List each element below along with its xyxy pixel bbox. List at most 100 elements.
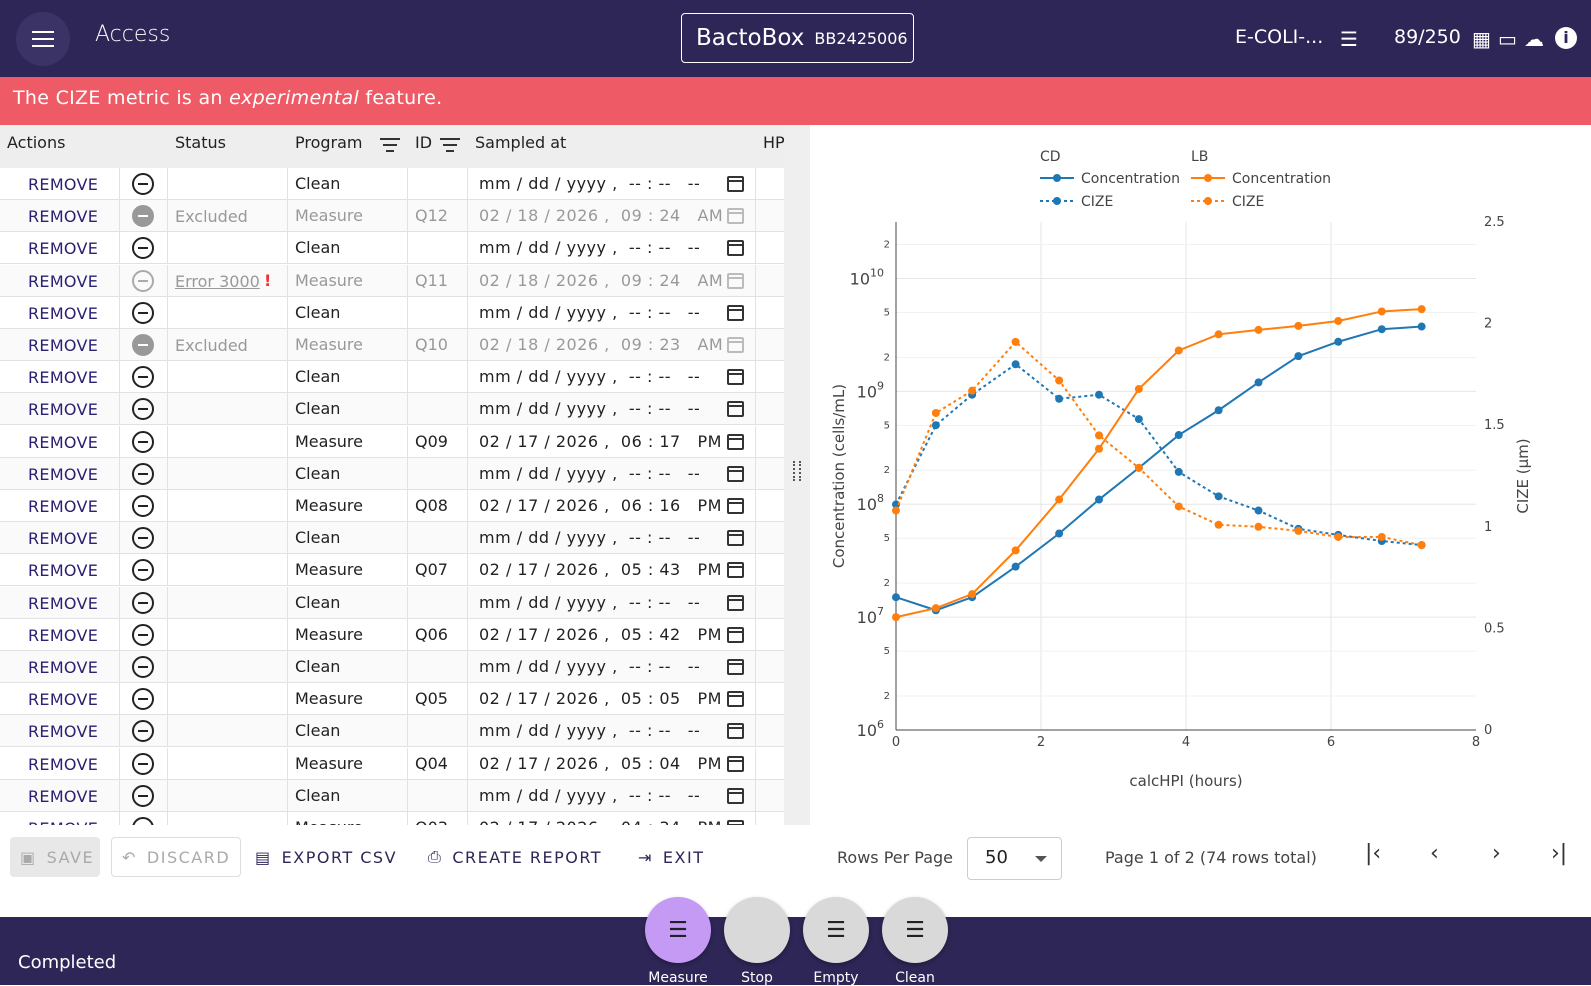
program-filter-icon[interactable] bbox=[380, 138, 400, 152]
exit-button[interactable]: ⇥ EXIT bbox=[628, 837, 714, 877]
sampled-at-input[interactable]: mm / dd / yyyy , -- : -- -- bbox=[479, 528, 701, 548]
calendar-icon[interactable] bbox=[727, 433, 744, 450]
exclude-toggle-icon[interactable] bbox=[132, 205, 154, 228]
remove-button[interactable]: REMOVE bbox=[28, 690, 99, 710]
sampled-at-input[interactable]: 02 / 17 / 2026 , 05 : 05 PM bbox=[479, 689, 722, 709]
exclude-toggle-icon[interactable] bbox=[132, 752, 154, 775]
remove-button[interactable]: REMOVE bbox=[28, 271, 99, 291]
remove-button[interactable]: REMOVE bbox=[28, 722, 99, 742]
status-text[interactable]: Error 3000 bbox=[175, 271, 260, 291]
exclude-toggle-icon[interactable] bbox=[132, 656, 154, 678]
discard-button[interactable]: ↶ DISCARD bbox=[111, 837, 241, 877]
stop-button[interactable] bbox=[724, 897, 790, 963]
calendar-icon[interactable] bbox=[727, 337, 744, 353]
sampled-at-input[interactable]: mm / dd / yyyy , -- : -- -- bbox=[479, 174, 701, 193]
calendar-icon[interactable] bbox=[727, 562, 744, 579]
next-page-icon[interactable]: › bbox=[1492, 841, 1501, 866]
sampled-at-input[interactable]: mm / dd / yyyy , -- : -- -- bbox=[479, 592, 701, 612]
exclude-toggle-icon[interactable] bbox=[132, 623, 154, 646]
calendar-icon[interactable] bbox=[727, 465, 744, 482]
remove-button[interactable]: REMOVE bbox=[28, 658, 99, 677]
remove-button[interactable]: REMOVE bbox=[28, 593, 99, 613]
prev-page-icon[interactable]: ‹ bbox=[1430, 841, 1439, 866]
exclude-toggle-icon[interactable] bbox=[132, 688, 154, 711]
hamburger-menu-icon[interactable] bbox=[16, 12, 70, 66]
exclude-toggle-icon[interactable] bbox=[132, 495, 154, 517]
sampled-at-input[interactable]: mm / dd / yyyy , -- : -- -- bbox=[479, 367, 701, 387]
id-filter-icon[interactable] bbox=[440, 138, 460, 152]
first-page-icon[interactable]: |‹ bbox=[1365, 841, 1382, 866]
sampled-at-input[interactable]: mm / dd / yyyy , -- : -- -- bbox=[479, 785, 701, 805]
info-icon[interactable]: i bbox=[1555, 27, 1577, 49]
exclude-toggle-icon[interactable] bbox=[132, 301, 154, 324]
remove-button[interactable]: REMOVE bbox=[28, 207, 99, 227]
remove-button[interactable]: REMOVE bbox=[28, 529, 99, 549]
calendar-icon[interactable] bbox=[727, 594, 744, 611]
remove-button[interactable]: REMOVE bbox=[28, 303, 99, 323]
exclude-toggle-icon[interactable] bbox=[132, 720, 154, 743]
remove-button[interactable]: REMOVE bbox=[28, 400, 99, 420]
exclude-toggle-icon[interactable] bbox=[132, 237, 154, 260]
exclude-toggle-icon[interactable] bbox=[132, 398, 154, 421]
exclude-toggle-icon[interactable] bbox=[132, 527, 154, 550]
exclude-toggle-icon[interactable] bbox=[132, 173, 154, 195]
calendar-icon[interactable] bbox=[727, 787, 744, 804]
remove-button[interactable]: REMOVE bbox=[28, 368, 99, 388]
strain-label[interactable]: E-COLI-... bbox=[1235, 26, 1324, 48]
remove-button[interactable]: REMOVE bbox=[28, 625, 99, 645]
exclude-toggle-icon[interactable] bbox=[132, 430, 154, 453]
calendar-icon[interactable] bbox=[727, 208, 744, 225]
exclude-toggle-icon[interactable] bbox=[132, 559, 154, 582]
calendar-icon[interactable] bbox=[727, 530, 744, 547]
sampled-at-input[interactable]: mm / dd / yyyy , -- : -- -- bbox=[479, 238, 701, 258]
calendar-icon[interactable] bbox=[727, 401, 744, 418]
calendar-icon[interactable] bbox=[727, 755, 744, 772]
calendar-icon[interactable] bbox=[727, 626, 744, 643]
sampled-at-input[interactable]: 02 / 17 / 2026 , 06 : 16 PM bbox=[479, 496, 722, 515]
remove-button[interactable]: REMOVE bbox=[28, 336, 99, 355]
remove-button[interactable]: REMOVE bbox=[28, 786, 99, 806]
cloud-icon[interactable]: ☁ bbox=[1524, 27, 1544, 51]
rows-per-page-select[interactable]: 50 bbox=[967, 837, 1062, 880]
remove-button[interactable]: REMOVE bbox=[28, 239, 99, 259]
calendar-icon[interactable] bbox=[727, 240, 744, 257]
sampled-at-input[interactable]: mm / dd / yyyy , -- : -- -- bbox=[479, 399, 701, 419]
sampled-at-input[interactable]: 02 / 17 / 2026 , 05 : 04 PM bbox=[479, 753, 722, 773]
sampled-at-input[interactable]: 02 / 18 / 2026 , 09 : 24 AM bbox=[479, 206, 724, 226]
exclude-toggle-icon[interactable] bbox=[132, 334, 154, 356]
calendar-icon[interactable] bbox=[727, 369, 744, 386]
remove-button[interactable]: REMOVE bbox=[28, 754, 99, 774]
sampled-at-input[interactable]: mm / dd / yyyy , -- : -- -- bbox=[479, 302, 701, 322]
computer-icon[interactable]: ▭ bbox=[1498, 27, 1517, 51]
remove-button[interactable]: REMOVE bbox=[28, 497, 99, 516]
sampled-at-input[interactable]: mm / dd / yyyy , -- : -- -- bbox=[479, 721, 701, 741]
create-report-button[interactable]: ⎙ CREATE REPORT bbox=[418, 837, 612, 877]
clean-button[interactable]: ☰ bbox=[882, 897, 948, 963]
empty-button[interactable]: ☰ bbox=[803, 897, 869, 963]
measure-button[interactable]: ☰ bbox=[645, 897, 711, 963]
calendar-icon[interactable] bbox=[727, 498, 744, 514]
calendar-icon[interactable] bbox=[727, 272, 744, 289]
remove-button[interactable]: REMOVE bbox=[28, 175, 99, 194]
exclude-toggle-icon[interactable] bbox=[132, 462, 154, 485]
sampled-at-input[interactable]: 02 / 18 / 2026 , 09 : 23 AM bbox=[479, 335, 724, 354]
exclude-toggle-icon[interactable] bbox=[132, 269, 154, 292]
export-csv-button[interactable]: ▤ EXPORT CSV bbox=[245, 837, 407, 877]
list-icon[interactable]: ☰ bbox=[1340, 27, 1358, 51]
sampled-at-input[interactable]: 02 / 17 / 2026 , 06 : 17 PM bbox=[479, 431, 722, 451]
remove-button[interactable]: REMOVE bbox=[28, 561, 99, 581]
calendar-icon[interactable] bbox=[727, 176, 744, 192]
calendar-icon[interactable] bbox=[727, 659, 744, 675]
remove-button[interactable]: REMOVE bbox=[28, 819, 98, 825]
save-button[interactable]: ▣ SAVE bbox=[10, 837, 100, 877]
sampled-at-input[interactable]: 02 / 17 / 2026 , 04 : 34 PM bbox=[479, 818, 722, 825]
exclude-toggle-icon[interactable] bbox=[132, 817, 154, 825]
calendar-icon[interactable] bbox=[727, 691, 744, 708]
device-selector[interactable]: BactoBox BB2425006 bbox=[681, 13, 914, 63]
sampled-at-input[interactable]: mm / dd / yyyy , -- : -- -- bbox=[479, 657, 701, 676]
sampled-at-input[interactable]: 02 / 17 / 2026 , 05 : 42 PM bbox=[479, 624, 722, 644]
chip-icon[interactable]: ▦ bbox=[1472, 27, 1491, 51]
sampled-at-input[interactable]: mm / dd / yyyy , -- : -- -- bbox=[479, 463, 701, 483]
last-page-icon[interactable]: ›| bbox=[1551, 841, 1568, 866]
exclude-toggle-icon[interactable] bbox=[132, 784, 154, 807]
